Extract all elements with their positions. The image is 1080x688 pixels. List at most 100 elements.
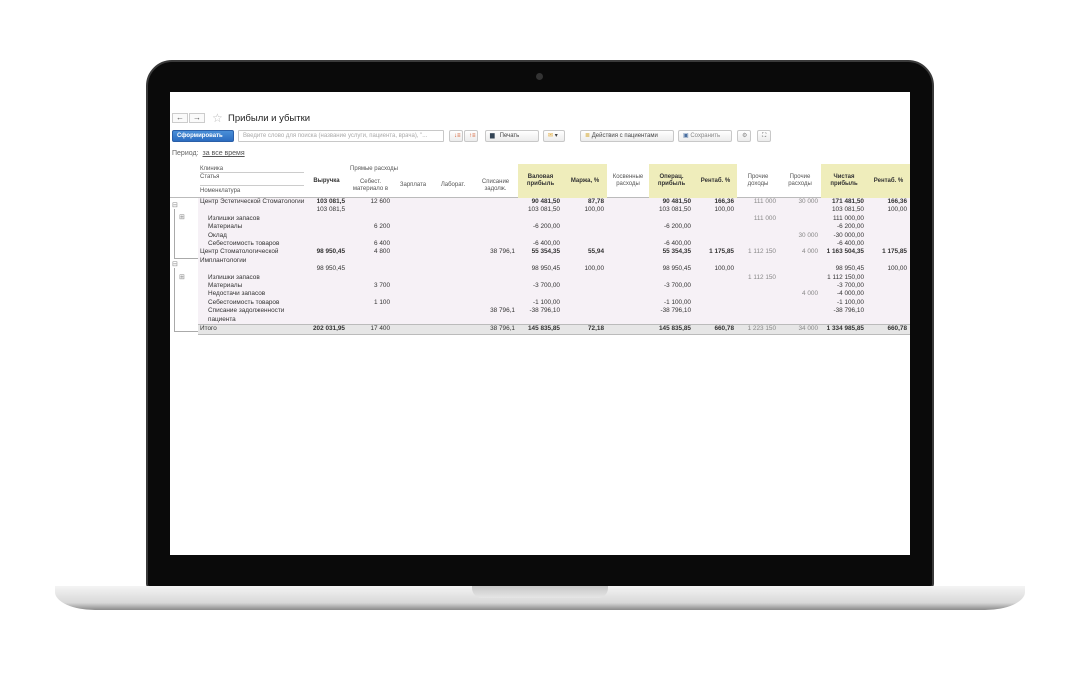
cell-gross-profit: -6 200,00 bbox=[532, 223, 560, 231]
search-input[interactable]: Введите слово для поиска (название услуг… bbox=[238, 130, 444, 142]
cell-lab bbox=[433, 299, 473, 307]
cell-other-income: 111 000 bbox=[753, 198, 776, 205]
table-row[interactable]: 98 950,45 98 950,45 100,00 98 950,45 100,00 9… bbox=[198, 265, 910, 273]
table-row[interactable]: Центр Стоматологической Имплантологии 98 … bbox=[198, 248, 910, 265]
cell-net-profit: -3 700,00 bbox=[836, 282, 864, 290]
cell-net-profit: -30 000,00 bbox=[833, 231, 864, 239]
fullscreen-icon[interactable]: ⛶ bbox=[757, 130, 771, 142]
table-row[interactable]: Списание задолженности пациента 38 796,1 -… bbox=[198, 307, 910, 324]
cell-indirect bbox=[607, 325, 649, 333]
cell-operating-profit bbox=[649, 232, 694, 240]
cell-margin: 87,78 bbox=[588, 198, 604, 205]
collapse-icon[interactable]: ⊟ bbox=[172, 202, 178, 209]
table-row[interactable]: Материалы 3 700 -3 700,00 -3 700,00 -3 700,0… bbox=[198, 282, 910, 290]
cell-net-profitability: 100,00 bbox=[887, 206, 907, 214]
cell-net-profit: -6 200,00 bbox=[836, 223, 864, 231]
column-header-other-income[interactable]: Прочие доходы bbox=[747, 174, 769, 187]
cell-debt-writeoff bbox=[473, 299, 518, 307]
cell-other-income bbox=[737, 206, 779, 214]
cell-revenue bbox=[305, 299, 348, 307]
cell-revenue bbox=[305, 290, 348, 298]
row-name: Недостачи запасов bbox=[208, 290, 266, 298]
cell-debt-writeoff bbox=[473, 282, 518, 290]
cell-debt-writeoff: 38 796,1 bbox=[490, 248, 515, 256]
cell-indirect bbox=[607, 223, 649, 231]
cell-gross-profit: 145 835,85 bbox=[528, 325, 560, 333]
cell-salary bbox=[393, 198, 433, 206]
column-header-operating-profit[interactable]: Операц. прибыль bbox=[649, 164, 694, 198]
favorite-star-icon[interactable]: ☆ bbox=[212, 111, 223, 125]
sort-asc-icon[interactable]: ↑≡ bbox=[464, 130, 478, 142]
generate-button[interactable]: Сформировать bbox=[172, 130, 234, 142]
column-header-debt-writeoff[interactable]: Списание задолж. bbox=[481, 178, 510, 192]
table-row[interactable]: Центр Эстетической Стоматологии 103 081,5… bbox=[198, 198, 910, 206]
cell-operating-profit: -38 796,10 bbox=[660, 307, 691, 315]
collapse-icon[interactable]: ⊟ bbox=[172, 261, 178, 268]
column-header-margin[interactable]: Маржа, % bbox=[563, 164, 607, 198]
cell-lab bbox=[433, 223, 473, 231]
cell-revenue bbox=[305, 240, 348, 248]
patient-actions-button[interactable]: ≣ Действия с пациентами bbox=[580, 130, 674, 142]
table-row[interactable]: Себестоимость товаров 6 400 -6 400,00 -6 40… bbox=[198, 240, 910, 248]
period-link[interactable]: за все время bbox=[202, 150, 245, 157]
envelope-icon: ✉ bbox=[548, 133, 554, 139]
table-row[interactable]: Оклад 30 000 -30 000,00 bbox=[198, 232, 910, 240]
cell-material-cost bbox=[348, 307, 393, 324]
column-header-revenue[interactable]: Выручка bbox=[313, 177, 340, 184]
cell-gross-profit: 90 481,50 bbox=[531, 198, 560, 205]
mail-dropdown-button[interactable]: ✉ ▾ bbox=[543, 130, 565, 142]
row-name: Материалы bbox=[208, 223, 243, 231]
cell-profitability bbox=[694, 307, 737, 324]
cell-salary bbox=[393, 223, 433, 231]
app-window: ← → ☆ Прибыли и убытки Сформировать Введ… bbox=[170, 92, 910, 555]
cell-salary bbox=[393, 307, 433, 324]
cell-debt-writeoff bbox=[473, 198, 518, 206]
sort-desc-icon[interactable]: ↓≡ bbox=[449, 130, 463, 142]
expand-icon[interactable]: ⊞ bbox=[179, 274, 185, 281]
column-header-net-profit[interactable]: Чистая прибыль bbox=[821, 164, 867, 198]
cell-revenue: 103 081,5 bbox=[316, 206, 345, 214]
table-row[interactable]: Излишки запасов 1 112 150 1 112 150,00 bbox=[198, 274, 910, 282]
column-header-profitability[interactable]: Рентаб. % bbox=[694, 164, 737, 198]
cell-other-expense: 4 000 bbox=[802, 290, 818, 298]
column-header-material-cost[interactable]: Себест. материало в bbox=[352, 178, 389, 192]
column-header-indirect[interactable]: Косвенные расходы bbox=[612, 174, 644, 187]
expand-icon[interactable]: ⊞ bbox=[179, 214, 185, 221]
camera-icon bbox=[536, 73, 543, 80]
cell-indirect bbox=[607, 307, 649, 324]
cell-margin bbox=[563, 232, 607, 240]
cell-operating-profit bbox=[649, 215, 694, 223]
column-header-other-expense[interactable]: Прочие расходы bbox=[788, 174, 812, 187]
total-row[interactable]: Итого 202 031,95 17 400 38 796,1 145 835,85 7… bbox=[198, 324, 910, 335]
cell-material-cost bbox=[348, 274, 393, 282]
forward-button[interactable]: → bbox=[189, 113, 205, 123]
cell-lab bbox=[433, 282, 473, 290]
cell-operating-profit: -6 200,00 bbox=[663, 223, 691, 231]
column-header-lab[interactable]: Лаборат. bbox=[440, 182, 466, 188]
table-row[interactable]: Материалы 6 200 -6 200,00 -6 200,00 -6 200,0… bbox=[198, 223, 910, 231]
column-header-gross-profit[interactable]: Валовая прибыль bbox=[518, 164, 563, 198]
table-row[interactable]: Недостачи запасов 4 000 -4 000,00 bbox=[198, 290, 910, 298]
cell-net-profitability: 100,00 bbox=[887, 265, 907, 273]
report-header: Клиника Статья Номенклатура Прямые расхо… bbox=[170, 164, 910, 198]
cell-other-expense: 34 000 bbox=[798, 325, 818, 333]
table-row[interactable]: Себестоимость товаров 1 100 -1 100,00 -1 10… bbox=[198, 299, 910, 307]
column-header-salary[interactable]: Зарплата bbox=[399, 182, 427, 188]
save-button[interactable]: ▣ Сохранить bbox=[678, 130, 732, 142]
cell-gross-profit: -38 796,10 bbox=[529, 307, 560, 315]
row-name: Себестоимость товаров bbox=[208, 240, 280, 248]
cell-net-profitability bbox=[867, 282, 910, 290]
cell-operating-profit: 145 835,85 bbox=[659, 325, 691, 333]
settings-icon[interactable]: ⚙ bbox=[737, 130, 751, 142]
cell-other-income: 1 223 150 bbox=[747, 325, 776, 333]
table-row[interactable]: Излишки запасов 111 000 111 000,00 bbox=[198, 215, 910, 223]
print-button[interactable]: ▆ Печать bbox=[485, 130, 539, 142]
back-button[interactable]: ← bbox=[172, 113, 188, 123]
cell-operating-profit: 98 950,45 bbox=[662, 265, 691, 273]
cell-salary bbox=[393, 240, 433, 248]
cell-indirect bbox=[607, 265, 649, 273]
column-header-net-profitability[interactable]: Рентаб. % bbox=[867, 164, 910, 198]
cell-net-profitability bbox=[867, 290, 910, 298]
cell-lab bbox=[433, 274, 473, 282]
table-row[interactable]: 103 081,5 103 081,50 100,00 103 081,50 100,0… bbox=[198, 206, 910, 214]
